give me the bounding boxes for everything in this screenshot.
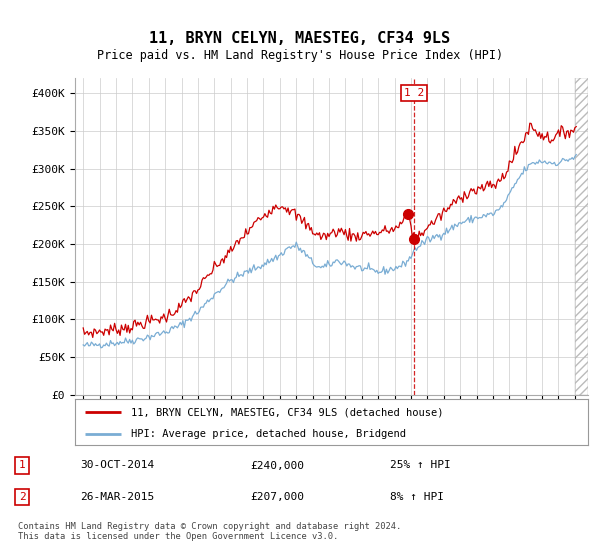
Text: 11, BRYN CELYN, MAESTEG, CF34 9LS: 11, BRYN CELYN, MAESTEG, CF34 9LS — [149, 31, 451, 46]
Text: 8% ↑ HPI: 8% ↑ HPI — [390, 492, 444, 502]
Text: Contains HM Land Registry data © Crown copyright and database right 2024.
This d: Contains HM Land Registry data © Crown c… — [18, 522, 401, 542]
Text: 2: 2 — [19, 492, 25, 502]
Text: 25% ↑ HPI: 25% ↑ HPI — [390, 460, 451, 470]
Text: Price paid vs. HM Land Registry's House Price Index (HPI): Price paid vs. HM Land Registry's House … — [97, 49, 503, 62]
Text: £207,000: £207,000 — [250, 492, 304, 502]
Text: 30-OCT-2014: 30-OCT-2014 — [80, 460, 154, 470]
Text: 26-MAR-2015: 26-MAR-2015 — [80, 492, 154, 502]
Text: £240,000: £240,000 — [250, 460, 304, 470]
Text: HPI: Average price, detached house, Bridgend: HPI: Average price, detached house, Brid… — [131, 429, 406, 438]
Text: 1: 1 — [19, 460, 25, 470]
Text: 11, BRYN CELYN, MAESTEG, CF34 9LS (detached house): 11, BRYN CELYN, MAESTEG, CF34 9LS (detac… — [131, 407, 444, 417]
Text: 1 2: 1 2 — [404, 88, 424, 98]
